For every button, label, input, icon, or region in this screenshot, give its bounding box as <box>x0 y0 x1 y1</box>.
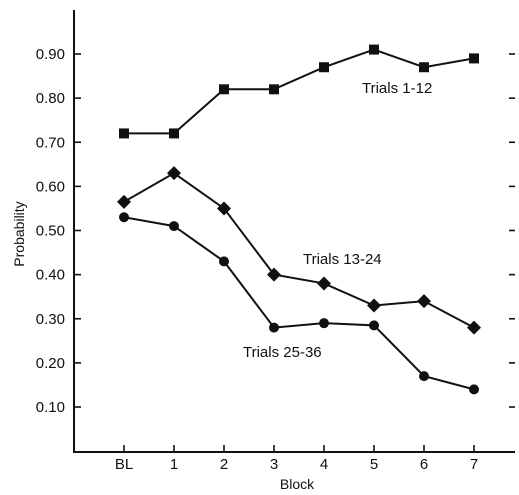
axis-frame <box>73 10 515 453</box>
data-point-square <box>319 62 329 73</box>
y-tick-label: 0.70 <box>36 134 65 151</box>
data-point-square <box>269 84 279 95</box>
series <box>119 44 479 139</box>
data-point-circle <box>469 384 479 395</box>
data-point-circle <box>269 322 279 333</box>
data-point-circle <box>369 320 379 331</box>
data-point-circle <box>219 256 229 267</box>
series <box>117 166 481 335</box>
y-tick-label: 0.90 <box>36 46 65 63</box>
data-point-square <box>219 84 229 95</box>
x-tick-label: 5 <box>370 456 378 473</box>
y-tick-label: 0.30 <box>36 311 65 328</box>
x-axis-ticks: BL 1 2 3 4 5 6 7 <box>115 445 478 473</box>
data-point-diamond <box>117 194 131 209</box>
data-point-square <box>169 128 179 139</box>
data-point-diamond <box>167 166 181 181</box>
y-tick-label: 0.60 <box>36 178 65 195</box>
data-point-circle <box>319 318 329 329</box>
y-tick-label: 0.20 <box>36 355 65 372</box>
data-point-diamond <box>317 276 331 291</box>
series-label: Trials 25-36 <box>243 344 322 361</box>
data-point-circle <box>119 212 129 223</box>
data-point-diamond <box>417 294 431 309</box>
data-point-diamond <box>217 201 231 216</box>
series-line <box>123 216 475 391</box>
x-tick-label: BL <box>115 456 133 473</box>
data-point-square <box>369 44 379 55</box>
x-tick-label: 7 <box>470 456 478 473</box>
y-axis-label: Probability <box>11 201 27 266</box>
plot-axes <box>73 10 515 453</box>
series-line <box>124 48 475 135</box>
data-point-diamond <box>367 298 381 313</box>
series-labels: Trials 1-12 Trials 13-24 Trials 25-36 <box>243 80 432 361</box>
data-point-square <box>419 62 429 73</box>
series-label: Trials 1-12 <box>362 80 432 97</box>
y-tick-label: 0.50 <box>36 223 65 240</box>
series-line <box>123 171 475 329</box>
data-point-square <box>469 53 479 64</box>
series-group <box>117 44 481 395</box>
data-point-diamond <box>267 267 281 282</box>
y-tick-label: 0.10 <box>36 399 65 416</box>
x-tick-label: 2 <box>220 456 228 473</box>
y-tick-label: 0.80 <box>36 90 65 107</box>
data-point-diamond <box>467 320 481 335</box>
y-tick-label: 0.40 <box>36 267 65 284</box>
x-tick-label: 3 <box>270 456 278 473</box>
y-axis-ticks: 0.10 0.20 0.30 0.40 0.50 0.60 0.70 0.80 0.90 <box>36 46 515 416</box>
x-tick-label: 6 <box>420 456 428 473</box>
x-axis-label: Block <box>280 476 315 492</box>
data-point-square <box>119 128 129 139</box>
x-tick-label: 4 <box>320 456 328 473</box>
data-point-circle <box>169 221 179 232</box>
series <box>119 212 479 395</box>
x-tick-label: 1 <box>170 456 178 473</box>
series-label: Trials 13-24 <box>303 251 382 268</box>
data-point-circle <box>419 371 429 382</box>
